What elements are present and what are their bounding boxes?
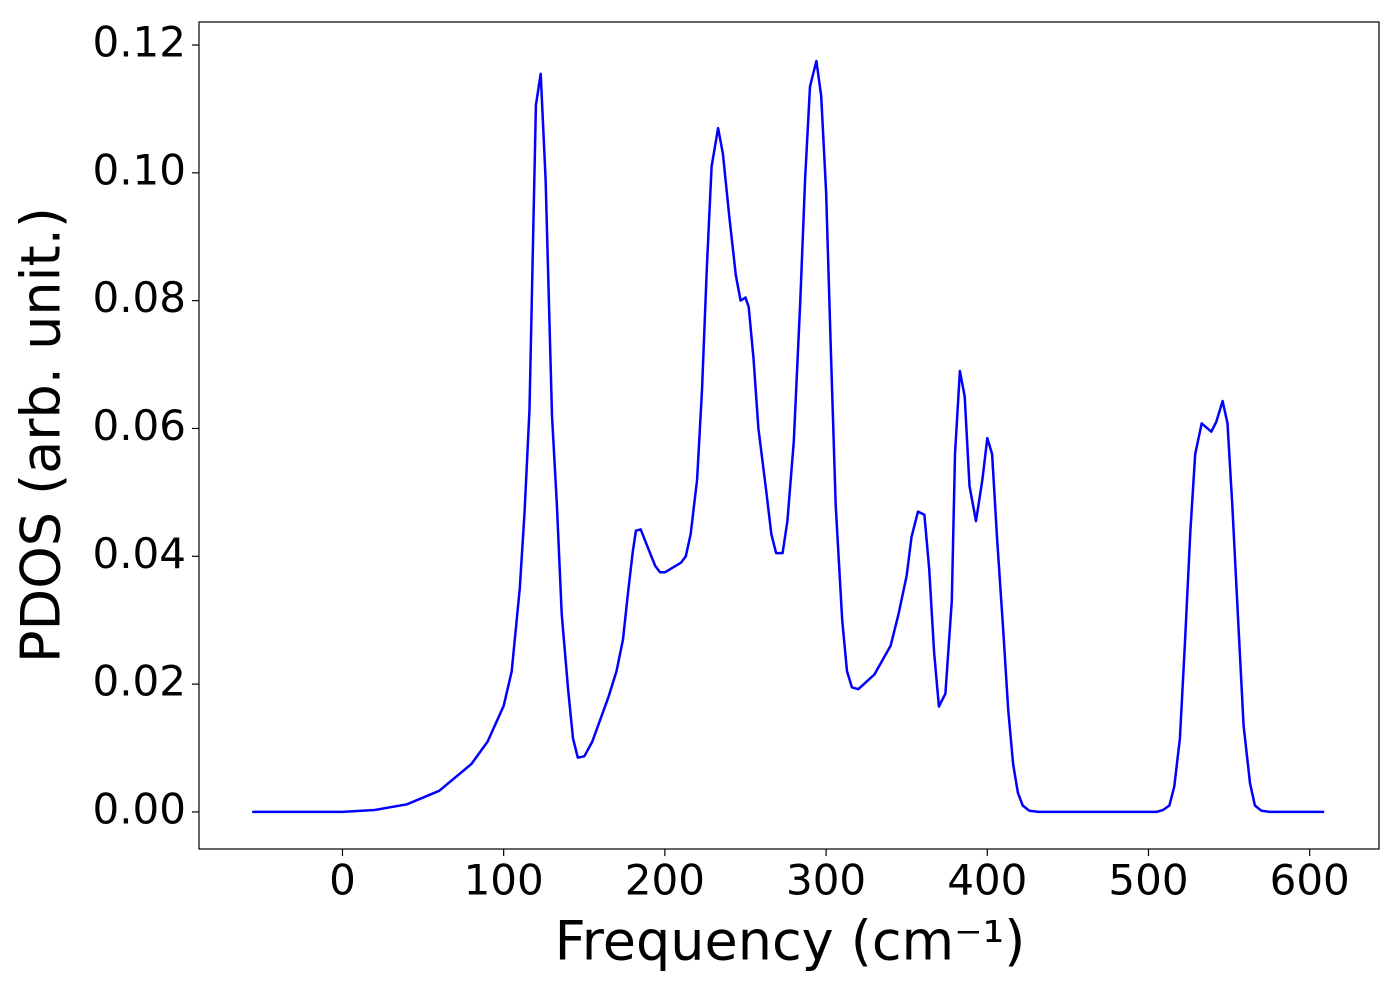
x-tick-label: 0 [329,856,356,905]
x-tick-label: 100 [464,856,544,905]
data-line [252,59,1325,814]
y-tick-label: 0.12 [92,18,186,67]
x-tick-label: 400 [947,856,1027,905]
y-tick-label: 0.08 [92,273,186,322]
x-tick-label: 600 [1270,856,1350,905]
x-tick-label: 300 [786,856,866,905]
x-tick-label: 200 [625,856,705,905]
y-tick-label: 0.02 [92,657,186,706]
y-tick-label: 0.10 [92,145,186,194]
y-tick-label: 0.04 [92,529,186,578]
plot-frame [198,21,1380,850]
y-tick-label: 0.06 [92,401,186,450]
x-axis-label: Frequency (cm⁻¹) [555,910,1026,973]
y-axis-label: PDOS (arb. unit.) [10,207,73,663]
y-tick-label: 0.00 [92,784,186,833]
x-tick-label: 500 [1108,856,1188,905]
